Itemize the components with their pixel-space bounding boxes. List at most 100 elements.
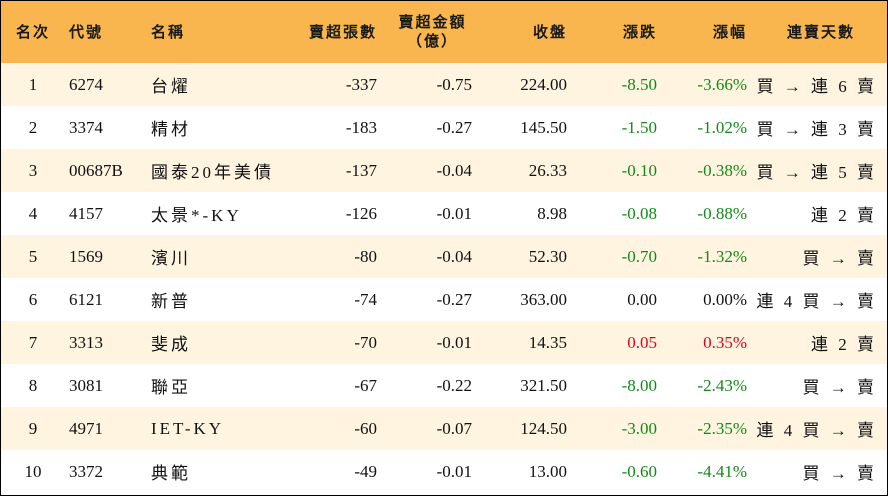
stock-code-cell: 6274 bbox=[69, 74, 103, 94]
stock-name-cell: 精材 bbox=[151, 120, 191, 139]
stock-code-cell: 3081 bbox=[69, 375, 103, 395]
rank-cell: 10 bbox=[24, 461, 42, 481]
header-rank[interactable]: 名次 bbox=[15, 22, 50, 41]
close-price-cell: 224.00 bbox=[520, 74, 567, 94]
change-cell: 0.00 bbox=[627, 289, 657, 309]
header-code[interactable]: 代號 bbox=[69, 22, 104, 41]
stock-name-cell: 聯亞 bbox=[151, 378, 191, 397]
oversold-shares-cell: -67 bbox=[354, 375, 377, 395]
rank-cell: 5 bbox=[28, 246, 38, 266]
close-price-cell: 14.35 bbox=[528, 332, 567, 352]
close-price-cell: 13.00 bbox=[528, 461, 567, 481]
header-row: 名次 代號 名稱 賣超張數 賣超金額 （億） 收盤 漲跌 漲幅 連賣天數 bbox=[1, 1, 887, 63]
oversold-amount-cell: -0.27 bbox=[436, 289, 472, 309]
change-cell: -3.00 bbox=[621, 418, 657, 438]
rank-cell: 8 bbox=[28, 375, 38, 395]
table-row[interactable]: 5 1569 濱川 -80 -0.04 52.30 -0.70 -1.32% 買 → 賣 bbox=[1, 235, 887, 278]
header-name[interactable]: 名稱 bbox=[151, 22, 186, 41]
header-oversold-shares[interactable]: 賣超張數 bbox=[308, 22, 377, 41]
oversold-shares-cell: -126 bbox=[345, 203, 377, 223]
oversold-amount-cell: -0.04 bbox=[436, 160, 472, 180]
close-price-cell: 8.98 bbox=[537, 203, 567, 223]
streak-cell: 連 2 賣 bbox=[811, 206, 877, 225]
oversold-shares-cell: -80 bbox=[354, 246, 377, 266]
table-header: 名次 代號 名稱 賣超張數 賣超金額 （億） 收盤 漲跌 漲幅 連賣天數 bbox=[1, 1, 887, 63]
header-streak[interactable]: 連賣天數 bbox=[786, 22, 855, 41]
stock-name-cell: 新普 bbox=[151, 292, 191, 311]
table-row[interactable]: 3 00687B 國泰20年美債 -137 -0.04 26.33 -0.10 -0.38% 買… bbox=[1, 149, 887, 192]
header-close[interactable]: 收盤 bbox=[532, 22, 567, 41]
rank-cell: 9 bbox=[28, 418, 38, 438]
header-change[interactable]: 漲跌 bbox=[622, 22, 657, 41]
close-price-cell: 52.30 bbox=[528, 246, 567, 266]
oversold-amount-cell: -0.75 bbox=[436, 74, 472, 94]
oversold-shares-cell: -337 bbox=[345, 74, 377, 94]
stock-name-cell: IET-KY bbox=[151, 418, 225, 438]
rank-cell: 4 bbox=[28, 203, 38, 223]
table-row[interactable]: 9 4971 IET-KY -60 -0.07 124.50 -3.00 -2.35% 連 4 … bbox=[1, 407, 887, 450]
table-row[interactable]: 2 3374 精材 -183 -0.27 145.50 -1.50 -1.02% 買 → 連 3… bbox=[1, 106, 887, 149]
change-pct-cell: -3.66% bbox=[697, 74, 747, 94]
stock-name-cell: 斐成 bbox=[151, 335, 191, 354]
change-cell: -0.10 bbox=[621, 160, 657, 180]
stock-code-cell: 1569 bbox=[69, 246, 103, 266]
rank-cell: 6 bbox=[28, 289, 38, 309]
oversold-amount-cell: -0.27 bbox=[436, 117, 472, 137]
rank-cell: 2 bbox=[28, 117, 38, 137]
stock-code-cell: 3372 bbox=[69, 461, 103, 481]
change-pct-cell: 0.35% bbox=[703, 332, 747, 352]
stock-name-cell: 太景*-KY bbox=[151, 206, 242, 225]
table-row[interactable]: 8 3081 聯亞 -67 -0.22 321.50 -8.00 -2.43% 買 → 賣 bbox=[1, 364, 887, 407]
oversold-amount-cell: -0.01 bbox=[436, 332, 472, 352]
change-cell: -8.00 bbox=[621, 375, 657, 395]
table-row[interactable]: 1 6274 台燿 -337 -0.75 224.00 -8.50 -3.66% 買 → 連 6… bbox=[1, 63, 887, 106]
streak-cell: 連 4 買 → 賣 bbox=[756, 421, 877, 440]
oversold-amount-cell: -0.01 bbox=[436, 203, 472, 223]
change-cell: -0.70 bbox=[621, 246, 657, 266]
stock-code-cell: 4157 bbox=[69, 203, 103, 223]
rank-cell: 7 bbox=[28, 332, 38, 352]
header-oversold-amount-line2: （億） bbox=[406, 32, 458, 50]
stock-name-cell: 典範 bbox=[151, 464, 191, 483]
oversold-shares-cell: -74 bbox=[354, 289, 377, 309]
change-pct-cell: -0.88% bbox=[697, 203, 747, 223]
streak-cell: 買 → 賣 bbox=[802, 464, 877, 483]
change-pct-cell: -0.38% bbox=[697, 160, 747, 180]
oversold-shares-cell: -137 bbox=[345, 160, 377, 180]
change-pct-cell: 0.00% bbox=[703, 289, 747, 309]
change-pct-cell: -1.32% bbox=[697, 246, 747, 266]
oversold-amount-cell: -0.22 bbox=[436, 375, 472, 395]
table-row[interactable]: 6 6121 新普 -74 -0.27 363.00 0.00 0.00% 連 4 買 → 賣 bbox=[1, 278, 887, 321]
streak-cell: 買 → 連 6 賣 bbox=[756, 77, 877, 96]
change-pct-cell: -1.02% bbox=[697, 117, 747, 137]
close-price-cell: 321.50 bbox=[520, 375, 567, 395]
stock-code-cell: 3313 bbox=[69, 332, 103, 352]
table-row[interactable]: 4 4157 太景*-KY -126 -0.01 8.98 -0.08 -0.88% 連 2 賣 bbox=[1, 192, 887, 235]
streak-cell: 買 → 賣 bbox=[802, 249, 877, 268]
close-price-cell: 26.33 bbox=[528, 160, 567, 180]
header-oversold-amount-line1: 賣超金額 bbox=[398, 13, 467, 31]
rank-cell: 1 bbox=[28, 74, 38, 94]
change-cell: -1.50 bbox=[621, 117, 657, 137]
header-change-pct[interactable]: 漲幅 bbox=[712, 22, 747, 41]
change-cell: -0.60 bbox=[621, 461, 657, 481]
change-pct-cell: -2.43% bbox=[697, 375, 747, 395]
stock-name-cell: 台燿 bbox=[151, 77, 191, 96]
table-row[interactable]: 7 3313 斐成 -70 -0.01 14.35 0.05 0.35% 連 2 賣 bbox=[1, 321, 887, 364]
table-row[interactable]: 10 3372 典範 -49 -0.01 13.00 -0.60 -4.41% 買 → 賣 bbox=[1, 450, 887, 493]
stock-code-cell: 6121 bbox=[69, 289, 103, 309]
close-price-cell: 124.50 bbox=[520, 418, 567, 438]
change-pct-cell: -4.41% bbox=[697, 461, 747, 481]
change-pct-cell: -2.35% bbox=[697, 418, 747, 438]
stock-code-cell: 00687B bbox=[69, 160, 123, 180]
streak-cell: 買 → 連 5 賣 bbox=[756, 163, 877, 182]
change-cell: -0.08 bbox=[621, 203, 657, 223]
header-oversold-amount[interactable]: 賣超金額 （億） bbox=[385, 1, 480, 63]
stock-code-cell: 3374 bbox=[69, 117, 103, 137]
oversold-shares-cell: -70 bbox=[354, 332, 377, 352]
streak-cell: 連 2 賣 bbox=[811, 335, 877, 354]
oversold-shares-cell: -49 bbox=[354, 461, 377, 481]
change-cell: 0.05 bbox=[627, 332, 657, 352]
